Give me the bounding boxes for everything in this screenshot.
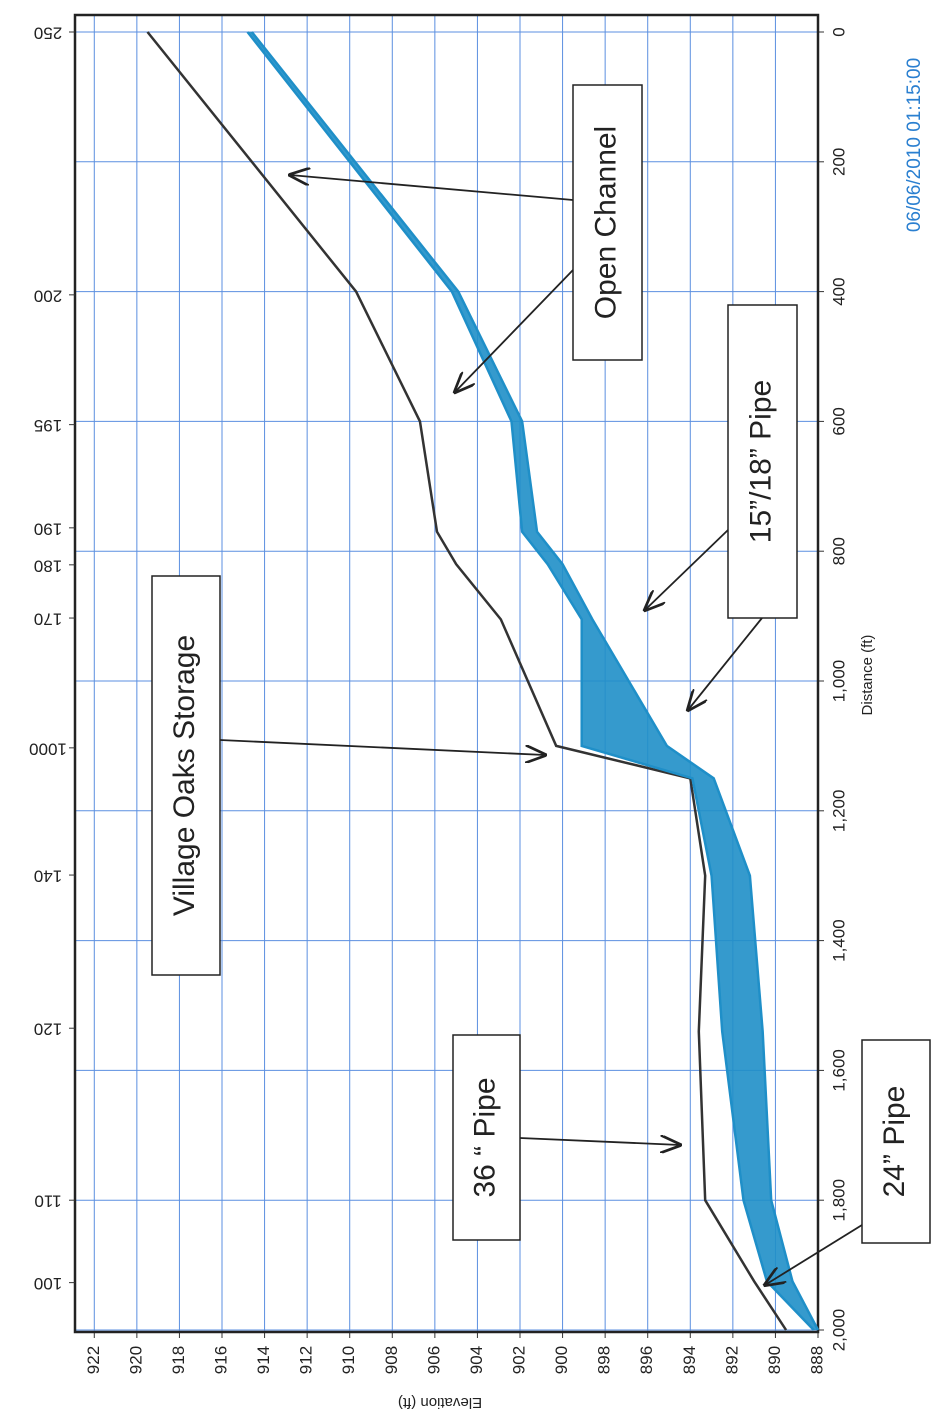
annotation-text: Open Channel <box>589 126 622 319</box>
y-tick-label: 888 <box>807 1346 826 1374</box>
x-tick-label: 2,000 <box>829 1309 848 1352</box>
x-tick-label: 1,800 <box>829 1179 848 1222</box>
series-line <box>246 31 815 1331</box>
x-tick-label: 400 <box>829 277 848 305</box>
x-tick-label: 600 <box>829 407 848 435</box>
node-label: 140 <box>34 867 62 886</box>
y-tick-label: 912 <box>297 1346 316 1374</box>
timestamp: 06/06/2010 01:15:00 <box>904 58 925 232</box>
annotation-arrow <box>645 529 729 610</box>
annotation-box <box>861 1039 931 1244</box>
annotation-arrow <box>455 269 574 392</box>
x-tick-label: 0 <box>829 27 848 36</box>
y-tick-label: 920 <box>126 1346 145 1374</box>
x-axis-label: Distance (ft) <box>859 635 876 716</box>
y-tick-label: 900 <box>552 1346 571 1374</box>
node-label: 195 <box>34 416 62 435</box>
y-tick-label: 894 <box>680 1346 699 1374</box>
node-label: 100 <box>34 1274 62 1293</box>
annotation-text: Village Oaks Storage <box>168 635 201 916</box>
y-tick-label: 922 <box>84 1346 103 1374</box>
annotation-box <box>151 575 221 976</box>
x-tick-label: 1,600 <box>829 1049 848 1092</box>
annotation-text: 15”/18” Pipe <box>744 380 777 543</box>
y-tick-label: 914 <box>254 1346 273 1374</box>
x-tick-label: 800 <box>829 537 848 565</box>
y-tick-label: 902 <box>509 1346 528 1374</box>
plot-frame <box>73 13 820 1334</box>
y-tick-label: 898 <box>595 1346 614 1374</box>
node-label: 120 <box>34 1020 62 1039</box>
annotation-arrow <box>688 617 763 710</box>
annotation-arrow <box>290 175 574 201</box>
node-label: 170 <box>34 610 62 629</box>
y-tick-label: 904 <box>467 1346 486 1374</box>
annotation-box <box>572 84 643 361</box>
annotation-text: 36 “ Pipe <box>468 1077 501 1197</box>
node-label: 190 <box>34 519 62 538</box>
annotation-arrow <box>765 1224 863 1285</box>
y-tick-label: 908 <box>382 1346 401 1374</box>
x-tick-label: 1,400 <box>829 919 848 962</box>
y-tick-label: 892 <box>722 1346 741 1374</box>
annotation-text: 24” Pipe <box>878 1086 911 1198</box>
x-tick-label: 200 <box>829 148 848 176</box>
node-label: 200 <box>34 286 62 305</box>
water-band <box>247 32 819 1330</box>
y-tick-label: 910 <box>339 1346 358 1374</box>
y-tick-label: 916 <box>211 1346 230 1374</box>
y-tick-label: 896 <box>637 1346 656 1374</box>
annotation-box <box>452 1034 521 1241</box>
annotation-arrow <box>519 1138 680 1145</box>
x-tick-label: 1,200 <box>829 790 848 833</box>
series-line <box>250 31 820 1331</box>
x-tick-label: 1,000 <box>829 660 848 703</box>
y-tick-label: 918 <box>169 1346 188 1374</box>
node-label: 250 <box>34 24 62 43</box>
y-axis-label: Elevation (ft) <box>398 1394 482 1411</box>
annotation-arrow <box>219 739 545 755</box>
y-tick-label: 890 <box>765 1346 784 1374</box>
node-label: 110 <box>34 1192 61 1211</box>
y-tick-label: 906 <box>424 1346 443 1374</box>
annotation-box <box>727 304 798 619</box>
node-label: 180 <box>34 556 62 575</box>
node-label: 1000 <box>29 739 67 758</box>
series-line <box>146 31 788 1331</box>
